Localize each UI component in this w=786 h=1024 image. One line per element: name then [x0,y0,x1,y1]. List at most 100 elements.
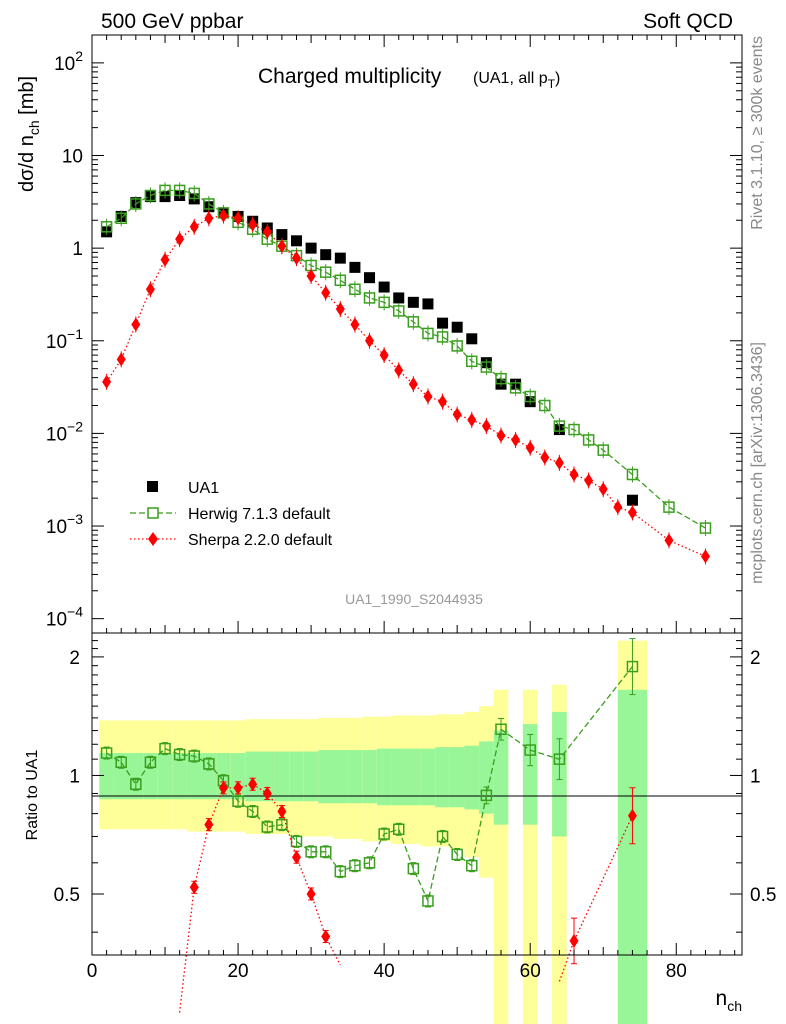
herwig-ratio-point [392,823,405,836]
stat-uncertainty-band [493,730,509,825]
ratio-y-tick-label: 2 [69,648,80,669]
herwig-ratio-point [466,859,478,872]
stat-uncertainty-band [406,748,421,806]
sherpa-point [467,412,477,427]
herwig-ratio-point [626,660,639,673]
plot-title-note-main: (UA1, all p [473,70,548,87]
y-tick-label: 10−3 [46,511,83,538]
herwig-point [319,266,332,278]
herwig-point [188,187,200,200]
ratio-plot-panel: 0 20 40 60 80 0.5 0.5 1 1 2 2 Ratio to UA1 [24,632,776,1024]
stat-uncertainty-band [420,748,436,806]
stat-uncertainty-band [113,753,129,800]
stat-uncertainty-band [464,745,480,810]
sherpa-ratio-point [291,850,301,865]
stat-uncertainty-band [391,748,407,806]
sherpa-point [102,374,112,389]
stat-uncertainty-band [522,724,538,825]
header-energy-label: 500 GeV ppbar [101,10,243,33]
herwig-ratio-point [100,747,113,759]
plot-title-note-sub: T [548,77,556,91]
ratio-y-tick-label: 0.5 [54,885,80,906]
sherpa-point [306,269,316,284]
stat-uncertainty-band [376,748,392,806]
y-axis-label-main: dσ/d n [16,135,38,192]
sherpa-point [511,432,521,447]
sherpa-ratio-point [189,880,199,895]
ratio-y-tick-label-right: 0.5 [750,885,776,906]
y-tick-label: 10 [62,147,83,168]
herwig-point [392,305,405,317]
herwig-ratio-point [144,756,157,769]
ratio-y-tick-label-right: 1 [750,766,761,787]
ratio-y-tick-label: 1 [69,766,80,787]
herwig-point [466,355,478,368]
sherpa-ratio-line [178,783,341,1013]
ratio-plot-ticks: 0 20 40 60 80 0.5 0.5 1 1 2 2 [54,640,776,982]
header-category-label: Soft QCD [643,10,733,33]
sherpa-point [438,394,448,409]
herwig-point [436,331,449,343]
ua1-point [407,296,419,308]
herwig-point [363,292,376,304]
sherpa-point [394,363,404,378]
main-plot-panel: 10−4 10−3 10−2 10−1 1 10 102 Charged multiplic… [16,34,743,634]
herwig-ratio-point [363,857,376,869]
herwig-point [173,184,186,197]
herwig-ratio-point [451,848,463,861]
herwig-point [130,198,142,210]
ua1-point [626,494,638,506]
herwig-ratio-point [261,821,274,833]
ua1-point [393,292,405,304]
sherpa-ratio-point [321,929,331,944]
herwig-ratio-point [203,758,215,770]
stat-uncertainty-band [172,753,187,800]
sherpa-point [233,211,243,226]
herwig-ratio-point [495,723,507,736]
herwig-point [553,420,566,432]
herwig-ratio-point [436,830,449,843]
herwig-ratio-point [319,846,332,858]
sherpa-point [262,224,272,239]
x-tick-label: 60 [520,961,541,982]
y-axis-label: dσ/d nch [mb] [16,76,42,192]
ua1-point [320,249,332,261]
sherpa-point [598,482,608,497]
x-axis-label-sub: ch [727,998,742,1014]
herwig-ratio-point [480,789,493,802]
sherpa-point [116,352,126,367]
herwig-ratio-point [407,862,420,875]
stat-uncertainty-band [143,753,158,800]
herwig-ratio-point [173,748,186,761]
herwig-point [524,390,536,403]
stat-uncertainty-band [318,750,334,804]
sherpa-point [218,208,228,223]
y-tick-label: 102 [54,48,83,75]
herwig-point [203,198,215,210]
stat-uncertainty-band [303,751,319,802]
sherpa-point [291,251,301,266]
herwig-ratio-point [188,750,200,762]
herwig-point [407,316,420,328]
analysis-id-label: UA1_1990_S2044935 [345,591,483,607]
sherpa-ratio-point [218,780,228,795]
sherpa-ratio-point [204,817,214,832]
sherpa-point [204,211,214,226]
herwig-point [451,340,463,352]
sherpa-ratio-point [233,780,243,795]
stat-uncertainty-band [99,753,114,800]
herwig-point [349,283,361,295]
herwig-ratio-point [232,795,244,807]
x-tick-label: 40 [374,961,395,982]
stat-uncertainty-band [435,747,450,808]
sherpa-point [408,377,418,392]
herwig-point [378,296,390,309]
herwig-ratio-point [290,835,303,848]
stat-uncertainty-band [333,750,348,804]
ua1-point [305,242,317,254]
herwig-point [144,189,157,202]
rivet-version-label: Rivet 3.1.10, ≥ 300k events [749,36,766,230]
herwig-ratio-point [422,895,434,907]
stat-uncertainty-band [617,689,648,1024]
